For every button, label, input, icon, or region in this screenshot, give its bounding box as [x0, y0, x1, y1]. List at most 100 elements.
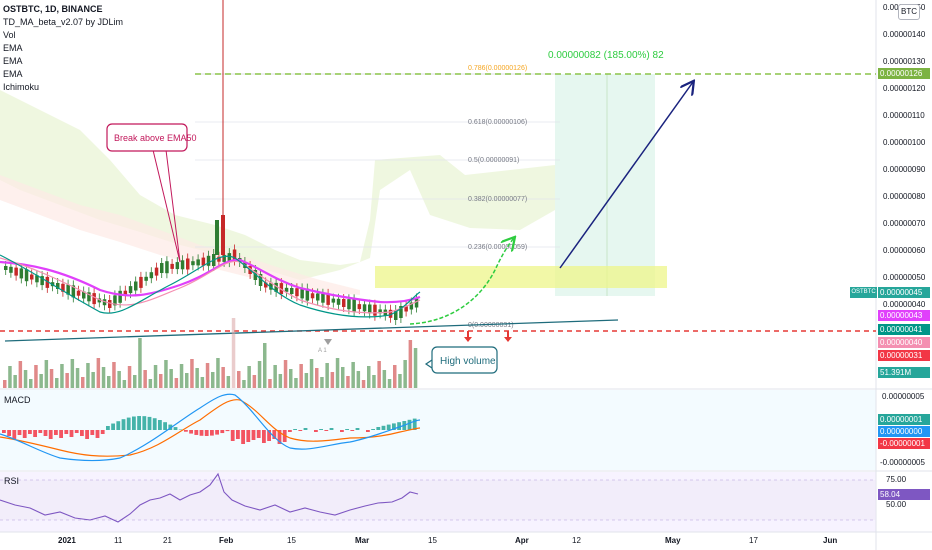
macd-bar	[168, 424, 173, 430]
macd-bar	[106, 426, 110, 430]
macd-bar	[132, 416, 136, 430]
volume-bar	[153, 365, 158, 388]
target-arrow	[559, 82, 693, 269]
price-tick: 0.00000040	[883, 300, 926, 309]
volume-bar	[55, 378, 59, 388]
volume-bar	[356, 371, 361, 388]
volume-bar	[387, 379, 392, 388]
macd-bar	[298, 430, 303, 431]
volume-bar	[205, 363, 210, 388]
volume-bar	[169, 369, 173, 388]
candle-body	[232, 249, 237, 261]
price-axis[interactable]: 0.000001500.000001400.000001300.00000120…	[883, 3, 926, 309]
volume-bar	[18, 361, 23, 388]
candle-body	[97, 298, 102, 303]
price-tick: 0.00000060	[883, 246, 926, 255]
volume-bar	[289, 369, 293, 388]
volume-bar	[179, 364, 184, 388]
indicator-ema-2[interactable]: EMA	[3, 56, 23, 66]
candle-body	[404, 306, 408, 312]
time-tick: Jun	[823, 536, 838, 545]
symbol-title[interactable]: OSTBTC, 1D, BINANCE	[3, 4, 103, 14]
currency-button[interactable]: BTC	[898, 4, 920, 20]
tag-support: 0.00000031	[878, 350, 930, 361]
volume-bar	[367, 366, 371, 388]
indicator-ema-3[interactable]: EMA	[3, 69, 23, 79]
macd-bar	[204, 430, 209, 436]
macd-bar	[412, 418, 417, 430]
candle-body	[76, 290, 81, 296]
candle-body	[40, 276, 44, 286]
volume-bar	[273, 365, 277, 388]
candle-body	[35, 275, 39, 283]
symbol-tag: OSTBTC	[850, 287, 877, 298]
macd-bar	[158, 420, 162, 430]
macd-bar	[241, 430, 245, 444]
candle-body	[362, 304, 367, 312]
macd-bar	[397, 422, 401, 430]
volume-bar	[252, 375, 257, 388]
candle-body	[394, 310, 398, 320]
candle-body	[56, 283, 60, 289]
volume-bar	[257, 361, 262, 388]
candle-body	[19, 268, 24, 279]
macd-bar	[340, 430, 344, 432]
candle-body	[206, 255, 211, 266]
candle-body	[414, 298, 419, 308]
candle-body	[61, 283, 65, 292]
callout-ema[interactable]: Break above EMA50	[106, 123, 197, 263]
candle-body	[227, 253, 232, 263]
candle-body	[154, 267, 159, 276]
price-tick: 0.00000120	[883, 84, 926, 93]
macd-bar	[199, 430, 204, 436]
trendline	[4, 319, 619, 342]
indicator-vol[interactable]: Vol	[3, 30, 16, 40]
candle-body	[87, 292, 91, 302]
fib-label-0382: 0.382(0.00000077)	[468, 196, 527, 203]
macd-bar	[116, 421, 121, 430]
fib-label-0: 0(0.00000031)	[468, 322, 514, 329]
macd-bar	[2, 430, 6, 433]
time-tick: 21	[163, 536, 172, 545]
rsi-tag: 58.04	[878, 489, 930, 500]
time-tick: 2021	[58, 536, 76, 545]
rsi-line	[0, 472, 419, 523]
volume-bar	[143, 370, 147, 388]
volume-bar	[247, 366, 251, 388]
macd-bar	[386, 424, 391, 430]
rsi-tick-75: 75.00	[886, 475, 907, 484]
candle-body	[134, 281, 138, 291]
macd-label[interactable]: MACD	[4, 395, 31, 405]
volume-bar	[393, 365, 397, 388]
candle-body	[331, 298, 336, 303]
volume-bar	[226, 376, 231, 388]
ichimoku-cloud	[0, 90, 555, 295]
candle-body	[378, 309, 382, 314]
macd-bar	[17, 430, 22, 435]
macd-bar	[236, 430, 240, 439]
indicator-ema-1[interactable]: EMA	[3, 43, 23, 53]
macd-tag-hist: 0.00000001	[878, 414, 930, 425]
candle-body	[217, 256, 221, 262]
candle-body	[118, 290, 122, 303]
candle-body	[186, 258, 190, 270]
volume-bar	[107, 376, 111, 388]
volume-bar	[211, 372, 215, 388]
candle-body	[321, 293, 325, 303]
candle-body	[316, 293, 320, 301]
volume-bar	[361, 380, 366, 388]
candle-body	[409, 302, 414, 310]
volume-bar	[70, 359, 75, 388]
macd-bar	[392, 423, 396, 430]
volume-bar	[185, 373, 189, 388]
count-label: A 1	[318, 348, 327, 354]
macd-bar	[246, 430, 251, 442]
candle-body	[191, 261, 195, 266]
volume-bar	[315, 368, 319, 388]
indicator-td-ma[interactable]: TD_MA_beta_v2.07 by JDLim	[3, 17, 124, 27]
candle-body	[290, 288, 294, 294]
indicator-ichimoku[interactable]: Ichimoku	[3, 82, 40, 92]
callout-volume[interactable]: High volume	[424, 346, 498, 374]
rsi-label[interactable]: RSI	[4, 476, 20, 486]
